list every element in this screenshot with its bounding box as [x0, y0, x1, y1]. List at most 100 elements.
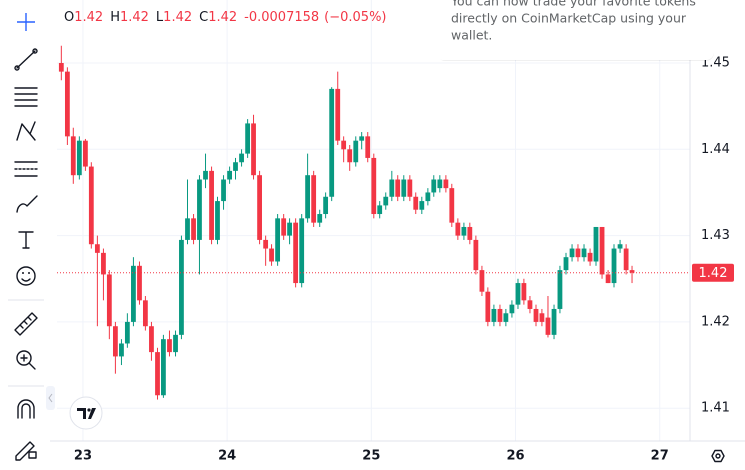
popup[interactable]: You can now trade your favorite tokens di… — [435, 0, 714, 61]
collapse-tab — [46, 386, 55, 410]
candle-body — [281, 218, 287, 236]
candle-body — [88, 166, 94, 245]
zoom-tool[interactable] — [16, 350, 36, 370]
tradingview-logo[interactable] — [69, 396, 103, 430]
candle-body — [83, 140, 88, 167]
y-tick-label: 1.42 — [701, 314, 730, 329]
candle-body — [443, 179, 449, 189]
candle-body — [605, 274, 611, 284]
collapse-arrow — [48, 393, 53, 403]
candle-body — [623, 248, 629, 271]
fib-tool[interactable] — [14, 87, 38, 107]
candle-body — [323, 196, 329, 215]
candle-body — [70, 136, 76, 176]
candle-body — [407, 179, 413, 197]
candle-body — [491, 308, 497, 322]
projection-tool[interactable] — [14, 161, 38, 177]
candle-body — [479, 270, 485, 292]
candle-body — [509, 304, 515, 314]
candle-body — [587, 252, 593, 262]
gear-center — [715, 453, 721, 459]
candle-body — [419, 201, 425, 210]
logo-mark — [77, 408, 96, 419]
grid — [57, 0, 690, 441]
candle-body — [629, 270, 635, 273]
emoji-tool[interactable] — [16, 266, 36, 286]
candle-body — [401, 179, 407, 197]
candle-body — [347, 149, 353, 163]
candle-body — [203, 170, 208, 180]
y-tick-label: 1.41 — [701, 401, 730, 416]
candle-body — [293, 222, 299, 284]
candle-body — [215, 201, 220, 240]
icon-part — [14, 65, 20, 71]
collapse-toolbar[interactable] — [46, 386, 55, 410]
candle-body — [575, 248, 581, 258]
candle-body — [551, 308, 557, 335]
icon-part — [14, 312, 38, 336]
candle-body — [485, 291, 491, 322]
candle-body — [593, 226, 599, 262]
candle-body — [101, 252, 106, 275]
candle-body — [449, 188, 455, 223]
legend-key: L — [156, 10, 164, 25]
candle-body — [142, 300, 148, 327]
icon-part — [15, 441, 35, 461]
candle-body — [503, 313, 509, 322]
text-tool[interactable] — [18, 231, 34, 249]
ruler-tool[interactable] — [14, 312, 38, 336]
candle-body — [563, 257, 569, 271]
candle-body — [359, 136, 365, 141]
icon-part — [32, 48, 38, 54]
icon-part — [28, 451, 37, 459]
candle-body — [106, 274, 112, 327]
candle-body — [395, 179, 401, 197]
icon-part — [16, 121, 36, 141]
candle-body — [377, 205, 383, 215]
candle-body — [341, 140, 347, 150]
last-price-label: 1.42 — [699, 266, 728, 281]
candle-body — [437, 179, 443, 189]
settings-button[interactable] — [711, 449, 725, 463]
candle-body — [521, 283, 527, 301]
legend-change: -0.0007158 — [244, 10, 319, 25]
candle-body — [155, 352, 160, 396]
legend-change-pct: (−0.05%) — [324, 10, 386, 25]
magnet-tool[interactable] — [17, 399, 35, 419]
brush-tool[interactable] — [16, 195, 38, 213]
draw-lock-tool[interactable] — [15, 441, 37, 461]
candle-body — [383, 196, 389, 206]
candle-body — [191, 218, 196, 240]
candle-body — [467, 226, 473, 240]
y-tick-label: 1.44 — [701, 142, 730, 157]
candle-body — [257, 175, 262, 240]
legend-value: 1.42 — [74, 10, 103, 25]
x-tick-label: 23 — [74, 449, 92, 464]
candle-body — [599, 226, 605, 275]
candle-body — [533, 308, 539, 322]
candle-body — [353, 140, 359, 163]
candle-body — [299, 218, 305, 284]
candle-body — [173, 334, 178, 353]
candle-body — [197, 179, 202, 240]
candle-body — [179, 239, 184, 335]
candle-body — [76, 140, 82, 176]
icon-part — [21, 278, 31, 282]
crosshair-tool[interactable] — [17, 13, 35, 31]
candle-body — [185, 218, 190, 240]
candle-body — [251, 123, 256, 176]
candle-body — [497, 308, 503, 322]
x-tick-label: 24 — [218, 449, 236, 464]
x-tick-label: 26 — [506, 449, 524, 464]
candle-body — [365, 136, 371, 158]
candle-body — [263, 239, 269, 249]
trendline-tool[interactable] — [14, 48, 38, 71]
icon-part — [28, 272, 30, 274]
candle-body — [611, 248, 617, 284]
legend-value: 1.42 — [163, 10, 192, 25]
pattern-tool[interactable] — [16, 121, 36, 141]
logo-dot — [87, 408, 91, 412]
candle-body — [317, 214, 323, 223]
